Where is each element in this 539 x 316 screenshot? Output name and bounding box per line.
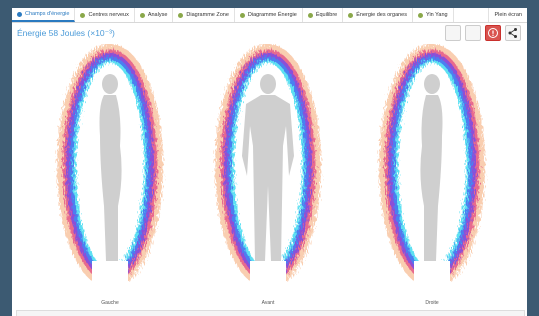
title: Énergie 58 Joules (×10⁻³) [17,28,115,39]
tab[interactable]: Centres nerveux [75,8,134,22]
fullscreen-button[interactable]: Plein écran [488,8,527,22]
view-label: Gauche [80,300,140,306]
tab[interactable]: Diagramme Énergie [235,8,303,22]
view-label: Avant [238,300,298,306]
tab[interactable]: Équilibre [303,8,343,22]
view-label: Droite [402,300,462,306]
toolbar [445,25,521,41]
status-bar [16,310,525,316]
share-icon [506,26,520,40]
tab[interactable]: Yin Yang [413,8,454,22]
info-button[interactable] [485,25,501,41]
save-button[interactable] [445,25,461,41]
tab[interactable]: Énergie des organes [343,8,413,22]
tab[interactable]: Analyse [135,8,174,22]
aura-left [63,50,157,291]
tab[interactable]: Diagramme Zone [173,8,235,22]
share-button[interactable] [505,25,521,41]
copy-button[interactable] [465,25,481,41]
info-icon [486,26,500,40]
aura-front [221,50,315,291]
screen: Champs d'énergieCentres nerveuxAnalyseDi… [0,0,539,316]
aura-figures [12,44,527,299]
tab[interactable]: Champs d'énergie [12,8,75,22]
aura-right [385,50,479,291]
